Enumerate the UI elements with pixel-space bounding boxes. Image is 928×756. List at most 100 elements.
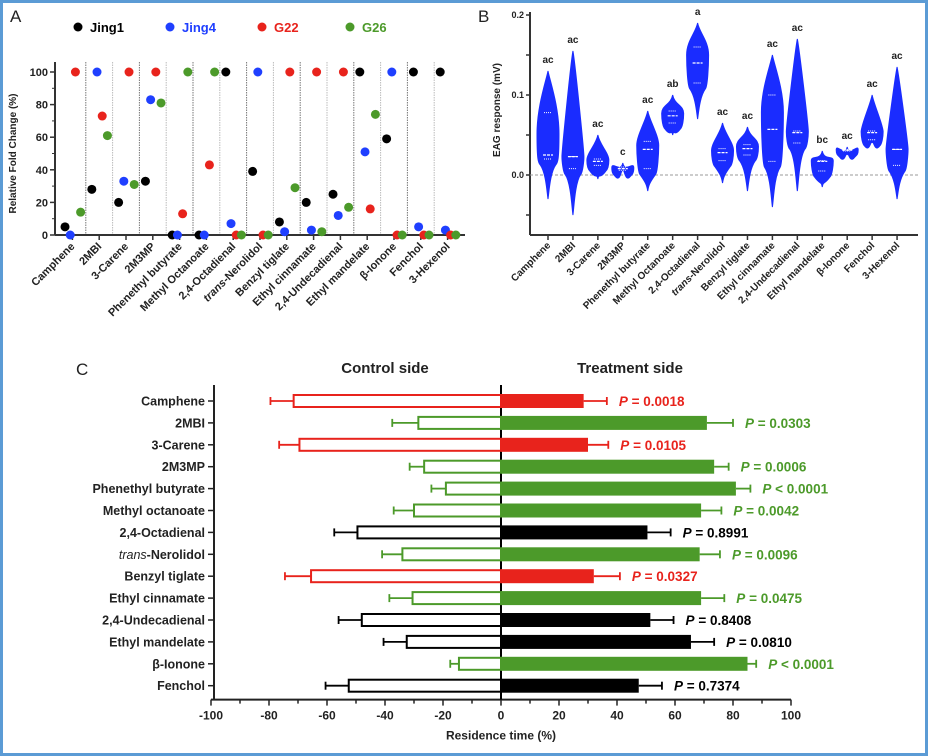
data-point-g22	[338, 67, 348, 77]
legend-label-jing4: Jing4	[182, 20, 217, 35]
category-label: Ethyl cinnamate	[109, 592, 205, 606]
significance-letter: ac	[767, 39, 779, 50]
p-symbol: P	[620, 438, 630, 453]
p-value-label: P = 0.7374	[674, 679, 740, 694]
treatment-bar	[501, 547, 700, 562]
violin	[735, 126, 759, 192]
significance-letter: ac	[717, 107, 729, 118]
control-bar	[347, 678, 502, 693]
control-bar	[356, 525, 503, 540]
p-value-text: = 0.0096	[741, 547, 798, 562]
treatment-side-title: Treatment side	[577, 360, 683, 377]
legend-marker-g26	[345, 22, 355, 32]
violin	[835, 146, 859, 160]
p-symbol: P	[683, 525, 693, 540]
data-point-jing1	[382, 134, 392, 144]
data-point-g26	[129, 179, 139, 189]
p-symbol: P	[686, 613, 696, 628]
x-tick-label: 60	[668, 709, 682, 723]
data-point-jing4	[306, 225, 316, 235]
data-point-jing1	[274, 217, 284, 227]
p-value-text: = 0.0105	[629, 438, 686, 453]
data-point-jing4	[119, 176, 129, 186]
data-point-jing1	[140, 176, 150, 186]
data-point-g26	[210, 67, 220, 77]
y-tick-label: 0.1	[511, 90, 524, 100]
p-value-label: P = 0.0096	[732, 547, 798, 562]
p-symbol: P	[733, 504, 743, 519]
control-bar	[413, 503, 502, 518]
significance-letter: c	[620, 147, 626, 158]
category-label: 2M3MP	[162, 460, 205, 474]
data-point-jing4	[280, 227, 290, 237]
data-point-jing1	[248, 166, 258, 176]
p-symbol: P	[768, 657, 778, 672]
category-label: β-Ionone	[152, 657, 205, 671]
p-symbol: P	[762, 482, 772, 497]
p-value-text: = 0.0018	[628, 394, 685, 409]
y-tick-label: 60	[36, 132, 48, 144]
treatment-bar	[501, 656, 748, 671]
significance-letter: ac	[867, 79, 879, 90]
y-axis-label: EAG response (mV)	[492, 63, 503, 157]
data-point-g22	[124, 67, 134, 77]
p-value-text: = 0.8991	[692, 525, 749, 540]
control-bar	[405, 634, 502, 649]
control-bar	[417, 415, 503, 430]
data-point-g22	[312, 67, 322, 77]
panel-label-c: C	[76, 360, 88, 379]
category-label: Phenethyl butyrate	[92, 482, 205, 496]
control-bar	[411, 591, 502, 606]
p-symbol: P	[619, 394, 629, 409]
significance-letter: ac	[842, 131, 854, 142]
p-value-label: P = 0.0810	[726, 635, 792, 650]
significance-letter: ab	[667, 79, 679, 90]
data-point-g26	[102, 131, 112, 141]
data-point-g26	[290, 183, 300, 193]
y-tick-label: 80	[36, 100, 48, 112]
treatment-bar	[501, 613, 651, 627]
category-label: Camphene	[141, 395, 205, 409]
data-point-jing1	[221, 67, 231, 77]
data-point-g22	[70, 67, 80, 77]
panel-c: C Control side Treatment side -100 -80 -60 -40…	[76, 360, 834, 743]
p-value-label: P = 0.0327	[632, 569, 698, 584]
violin	[536, 70, 560, 200]
data-point-jing1	[355, 67, 365, 77]
x-tick-label: 80	[726, 709, 740, 723]
category-label: Benzyl tiglate	[124, 570, 205, 584]
category-label: Ethyl mandelate	[109, 635, 205, 649]
significance-letter: ac	[592, 119, 604, 130]
data-point-g22	[204, 160, 214, 170]
p-value-text: = 0.7374	[683, 679, 740, 694]
data-point-jing4	[172, 230, 182, 240]
x-tick-label: 20	[552, 709, 566, 723]
treatment-bar	[501, 394, 584, 408]
p-value-label: P = 0.0018	[619, 394, 685, 409]
p-value-text: = 0.0327	[641, 569, 698, 584]
y-tick-label: 20	[36, 197, 48, 209]
panel-a: A Jing1 Jing4 G22 G26 0 20 40 60 80 100 Relative Fo…	[8, 7, 465, 319]
data-point-g26	[183, 67, 193, 77]
violin	[686, 22, 710, 120]
legend-label-g22: G22	[274, 20, 299, 35]
italic-prefix: trans	[119, 548, 147, 562]
data-point-jing4	[253, 67, 263, 77]
significance-letter: ac	[542, 55, 554, 66]
x-tick-label: Camphene	[509, 240, 553, 284]
data-point-g26	[76, 207, 86, 217]
treatment-bar	[501, 525, 648, 540]
violin	[586, 134, 610, 180]
treatment-bar	[501, 437, 588, 452]
data-point-g26	[236, 230, 246, 240]
x-tick-label: -60	[318, 709, 336, 723]
data-point-g26	[317, 227, 327, 237]
data-point-g22	[365, 204, 375, 214]
data-point-jing1	[60, 222, 70, 232]
y-tick-label: 0.2	[511, 10, 524, 20]
data-point-jing4	[199, 230, 209, 240]
category-label: trans-Nerolidol	[119, 548, 205, 562]
control-bar	[298, 437, 503, 452]
data-point-g26	[397, 230, 407, 240]
